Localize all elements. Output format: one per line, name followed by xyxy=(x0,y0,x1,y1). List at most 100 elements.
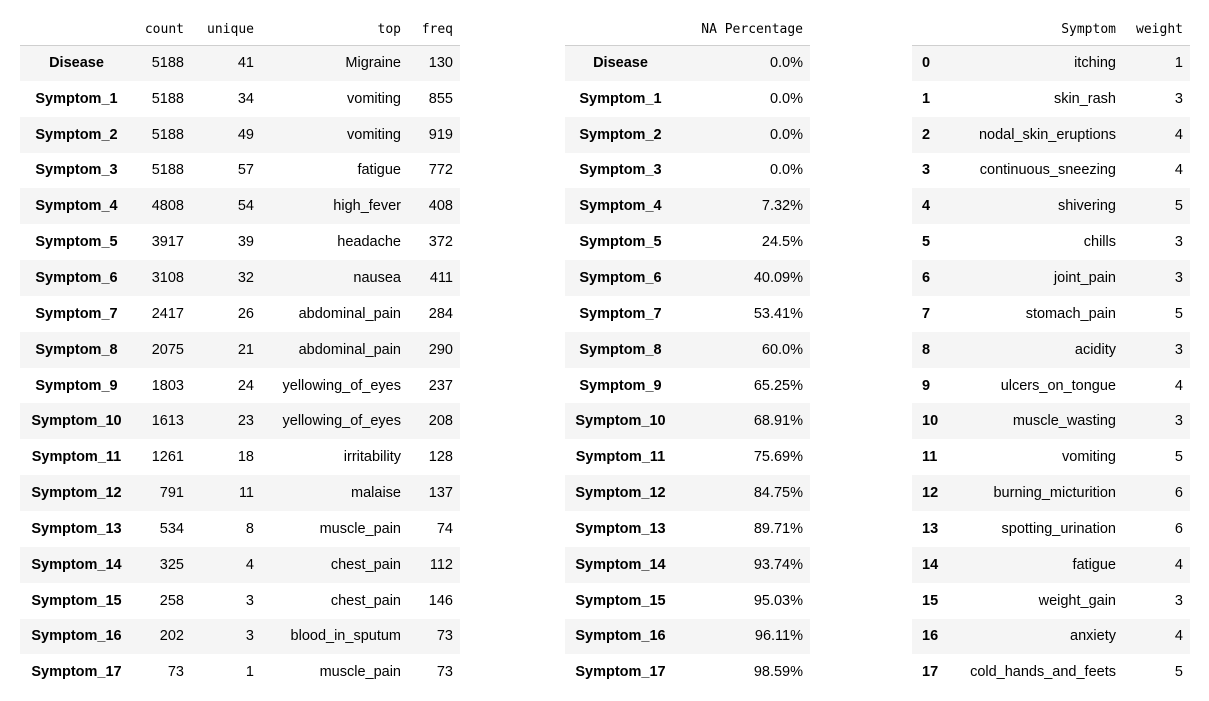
row-label: Symptom_6 xyxy=(35,269,118,286)
table-cell: chills xyxy=(1083,234,1116,251)
row-label: Symptom_17 xyxy=(575,664,666,681)
table-cell: 65.25% xyxy=(753,377,803,394)
table-cell: weight_gain xyxy=(1038,592,1116,609)
table-row: Symptom_17 98.59% xyxy=(565,654,810,690)
table-cell: Migraine xyxy=(345,55,401,72)
table-cell: 34 xyxy=(237,90,254,107)
row-label: 14 xyxy=(922,556,939,573)
table-cell: 534 xyxy=(159,520,184,537)
table-cell: 73 xyxy=(167,664,184,681)
table-row: Symptom_12 84.75% xyxy=(565,475,810,511)
table-cell: 2075 xyxy=(151,341,184,358)
table-cell: 0.0% xyxy=(769,55,803,72)
table-row: 2 nodal_skin_eruptions 4 xyxy=(912,116,1190,153)
table-row: 4 shivering 5 xyxy=(912,188,1190,225)
table-cell: 3 xyxy=(1174,592,1183,609)
table-cell: 39 xyxy=(237,234,254,251)
table-cell: 5 xyxy=(1174,664,1183,681)
row-label: 15 xyxy=(922,592,939,609)
table-cell: 3 xyxy=(245,628,254,645)
table-row: Symptom_8 2075 21 abdominal_pain 290 xyxy=(20,331,460,368)
table-row: Symptom_7 53.41% xyxy=(565,296,810,332)
table-row: Symptom_2 0.0% xyxy=(565,116,810,153)
table-cell: headache xyxy=(337,234,401,251)
table-cell: 6 xyxy=(1174,485,1183,502)
table-row: Symptom_4 4808 54 high_fever 408 xyxy=(20,188,460,225)
table-cell: irritability xyxy=(343,449,401,466)
table-cell: malaise xyxy=(351,485,401,502)
na-percentage-table: NA Percentage Disease 0.0% Symptom_1 0.0% Sy… xyxy=(565,14,810,690)
table-cell: chest_pain xyxy=(330,592,401,609)
table-row: Symptom_14 93.74% xyxy=(565,546,810,583)
row-label: Symptom_14 xyxy=(575,556,666,573)
row-label: Symptom_15 xyxy=(575,592,666,609)
table-cell: 0.0% xyxy=(769,90,803,107)
row-label: Symptom_8 xyxy=(579,341,662,358)
table-cell: abdominal_pain xyxy=(298,341,401,358)
table-row: Symptom_11 1261 18 irritability 128 xyxy=(20,439,460,475)
row-label: Symptom_1 xyxy=(35,90,118,107)
row-label: Symptom_7 xyxy=(35,305,118,322)
table-cell: 258 xyxy=(159,592,184,609)
row-label: Symptom_5 xyxy=(579,234,662,251)
row-label: Symptom_2 xyxy=(35,126,118,143)
table-cell: 4808 xyxy=(151,198,184,215)
table-cell: skin_rash xyxy=(1053,90,1116,107)
table-cell: 0.0% xyxy=(769,126,803,143)
table-cell: 5188 xyxy=(151,90,184,107)
row-label: Symptom_12 xyxy=(31,485,122,502)
table-row: Disease 0.0% xyxy=(565,45,810,81)
table-cell: 290 xyxy=(428,341,453,358)
table-cell: 5 xyxy=(1174,198,1183,215)
row-label: Symptom_3 xyxy=(579,162,662,179)
table-cell: 919 xyxy=(428,126,453,143)
table-cell: 202 xyxy=(159,628,184,645)
table-row: Symptom_1 5188 34 vomiting 855 xyxy=(20,81,460,117)
table-row: Symptom_16 202 3 blood_in_sputum 73 xyxy=(20,618,460,655)
table-cell: 4 xyxy=(1174,556,1183,573)
row-label: 3 xyxy=(922,162,931,179)
table-cell: 41 xyxy=(237,55,254,72)
table-cell: 1613 xyxy=(151,413,184,430)
table-cell: 84.75% xyxy=(753,485,803,502)
table-cell: 54 xyxy=(237,198,254,215)
table-row: 11 vomiting 5 xyxy=(912,439,1190,475)
table-row: 1 skin_rash 3 xyxy=(912,81,1190,117)
row-label: Symptom_16 xyxy=(31,628,122,645)
table-cell: nodal_skin_eruptions xyxy=(978,126,1116,143)
index-header xyxy=(20,14,133,46)
row-label: 0 xyxy=(922,55,931,72)
table-row: Symptom_16 96.11% xyxy=(565,618,810,655)
header-row: Symptom weight xyxy=(912,14,1190,46)
table-cell: 74 xyxy=(436,520,453,537)
table-cell: 40.09% xyxy=(753,269,803,286)
table-cell: high_fever xyxy=(333,198,401,215)
table-row: 17 cold_hands_and_feets 5 xyxy=(912,654,1190,690)
row-label: 7 xyxy=(922,305,931,322)
table-cell: 18 xyxy=(237,449,254,466)
row-label: Symptom_17 xyxy=(31,664,122,681)
table-cell: 3 xyxy=(1174,269,1183,286)
table-cell: 3 xyxy=(1174,341,1183,358)
row-label: 10 xyxy=(922,413,939,430)
table-row: Symptom_15 258 3 chest_pain 146 xyxy=(20,583,460,619)
table-cell: 4 xyxy=(1174,162,1183,179)
table-cell: cold_hands_and_feets xyxy=(970,664,1116,681)
table-cell: muscle_wasting xyxy=(1012,413,1116,430)
row-label: 12 xyxy=(922,485,939,502)
describe-table: count unique top freq Disease 5188 41 Migraine… xyxy=(20,14,460,690)
row-label: Symptom_16 xyxy=(575,628,666,645)
table-cell: 6 xyxy=(1174,520,1183,537)
table-cell: 5 xyxy=(1174,449,1183,466)
table-cell: continuous_sneezing xyxy=(979,162,1116,179)
row-label: Symptom_10 xyxy=(575,413,666,430)
table-cell: 8 xyxy=(245,520,254,537)
row-label: Symptom_13 xyxy=(31,520,122,537)
table-cell: vomiting xyxy=(347,90,401,107)
table-cell: 284 xyxy=(428,305,453,322)
row-label: Symptom_8 xyxy=(35,341,118,358)
table-cell: 21 xyxy=(237,341,254,358)
table-cell: 98.59% xyxy=(753,664,803,681)
row-label: 4 xyxy=(922,198,931,215)
table-cell: 1261 xyxy=(151,449,184,466)
